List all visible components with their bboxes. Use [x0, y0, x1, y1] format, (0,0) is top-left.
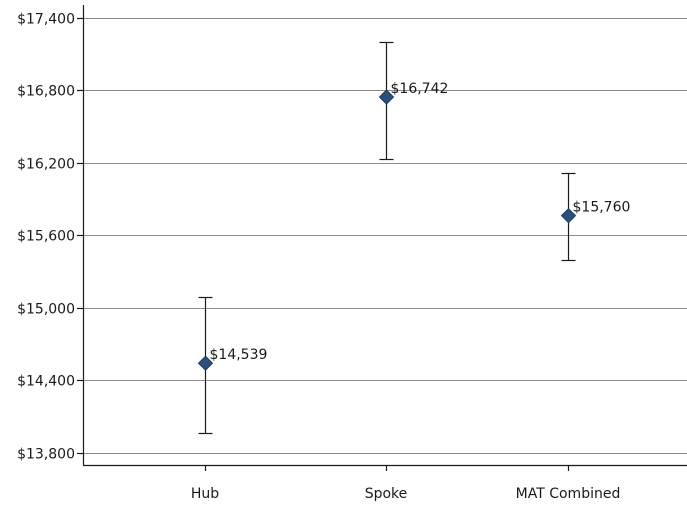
- x-axis-category-labels: Hub Spoke MAT Combined: [191, 486, 621, 502]
- y-tick-label: $14,400: [17, 374, 75, 390]
- data-label: $16,742: [391, 81, 449, 97]
- data-label: $14,539: [210, 347, 268, 363]
- diamond-marker: [560, 207, 577, 224]
- data-point-group: $15,760: [560, 172, 631, 262]
- y-tick-label: $15,000: [17, 302, 75, 318]
- axes: [77, 5, 687, 471]
- data-label: $15,760: [573, 200, 631, 216]
- y-tick-label: $15,600: [17, 229, 75, 245]
- x-category-label: Spoke: [365, 486, 408, 502]
- y-tick-label: $13,800: [17, 447, 75, 463]
- x-category-label: MAT Combined: [516, 486, 621, 502]
- y-axis-tick-labels: $13,800 $14,400 $15,000 $15,600 $16,200 $16,8…: [17, 12, 75, 463]
- y-tick-label: $16,200: [17, 157, 75, 173]
- y-tick-label: $16,800: [17, 84, 75, 100]
- gridlines: [83, 18, 687, 454]
- data-point-group: $14,539: [197, 296, 268, 435]
- data-point-group: $16,742: [378, 41, 449, 161]
- data-series: $14,539 $16,742 $15,760: [197, 41, 631, 435]
- diamond-marker: [378, 89, 395, 105]
- y-tick-label: $17,400: [17, 12, 75, 28]
- x-category-label: Hub: [191, 486, 219, 502]
- diamond-marker: [197, 355, 214, 371]
